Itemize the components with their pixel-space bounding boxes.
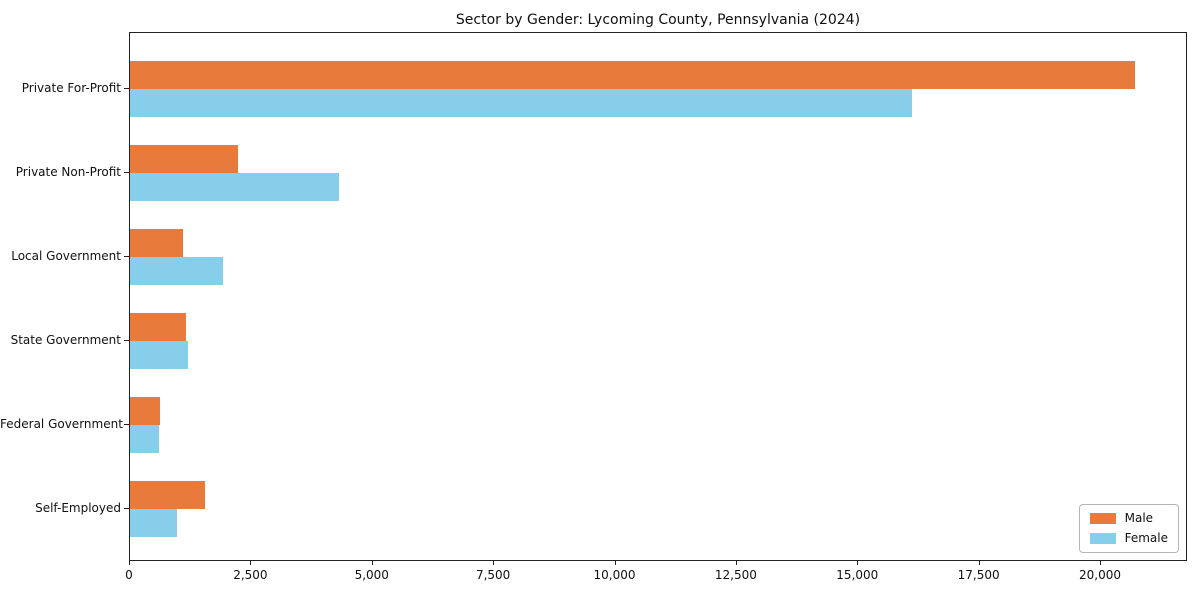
legend-swatch-female: [1089, 533, 1116, 544]
legend-item-female: Female: [1089, 531, 1168, 545]
y-tick-label-private-non-profit: Private Non-Profit: [15, 165, 121, 179]
x-tick-mark: [857, 561, 859, 565]
bar-male-state-government: [130, 313, 186, 341]
x-tick-label-0: 0: [125, 568, 133, 582]
y-tick-mark: [124, 508, 129, 509]
x-tick-label-5000: 5,000: [354, 568, 389, 582]
x-tick-label-12500: 12,500: [714, 568, 757, 582]
x-tick-mark: [371, 561, 373, 565]
x-tick-label-10000: 10,000: [593, 568, 636, 582]
y-tick-mark: [124, 424, 129, 425]
bar-male-local-government: [130, 229, 183, 257]
x-tick-label-17500: 17,500: [957, 568, 1000, 582]
y-tick-label-private-for-profit: Private For-Profit: [21, 81, 121, 95]
bar-male-self-employed: [130, 481, 205, 509]
x-tick-mark: [614, 561, 616, 565]
legend-label-male: Male: [1124, 511, 1154, 525]
bar-female-federal-government: [130, 425, 160, 453]
y-tick-label-self-employed: Self-Employed: [35, 501, 121, 515]
y-tick-label-state-government: State Government: [10, 333, 121, 347]
y-tick-mark: [124, 172, 129, 173]
x-tick-mark: [978, 561, 980, 565]
plot-area: Male Female: [129, 32, 1187, 561]
x-tick-mark: [1100, 561, 1102, 565]
bar-female-private-non-profit: [130, 173, 339, 201]
y-tick-label-federal-government: Federal Government: [0, 417, 123, 431]
x-tick-label-20000: 20,000: [1079, 568, 1122, 582]
legend-swatch-male: [1089, 513, 1116, 524]
bar-female-local-government: [130, 257, 223, 285]
bar-female-self-employed: [130, 509, 177, 537]
bar-male-federal-government: [130, 397, 160, 425]
x-tick-label-7500: 7,500: [475, 568, 511, 582]
y-tick-mark: [124, 256, 129, 257]
x-tick-label-2500: 2,500: [233, 568, 268, 582]
legend-item-male: Male: [1089, 511, 1168, 525]
y-tick-mark: [124, 88, 129, 89]
bar-female-private-for-profit: [130, 89, 912, 117]
y-tick-label-local-government: Local Government: [11, 249, 121, 263]
bar-male-private-for-profit: [130, 61, 1136, 89]
bar-female-state-government: [130, 341, 188, 369]
chart-title: Sector by Gender: Lycoming County, Penns…: [455, 12, 861, 28]
y-tick-mark: [124, 340, 129, 341]
legend: Male Female: [1078, 504, 1179, 553]
x-tick-mark: [129, 561, 130, 565]
legend-label-female: Female: [1124, 531, 1168, 545]
x-tick-mark: [250, 561, 252, 565]
x-tick-mark: [735, 561, 737, 565]
x-tick-label-15000: 15,000: [836, 568, 879, 582]
x-tick-mark: [493, 561, 495, 565]
bar-male-private-non-profit: [130, 145, 239, 173]
